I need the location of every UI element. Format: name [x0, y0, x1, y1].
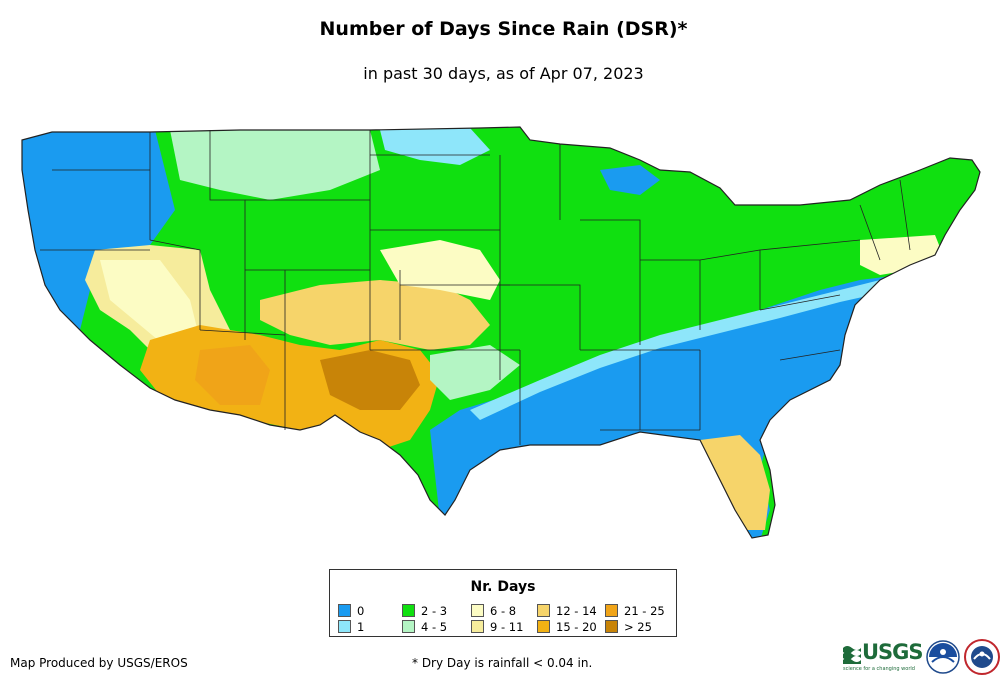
usgs-tagline: science for a changing world: [843, 666, 915, 672]
region-plains-dry: [260, 280, 490, 350]
legend-item-8: 21 - 25: [605, 604, 665, 618]
legend-swatch: [537, 604, 550, 617]
legend-label: 12 - 14: [556, 604, 597, 618]
noaa-logo-icon: [926, 640, 960, 674]
usgs-wave-icon: [843, 646, 861, 664]
legend-label: 2 - 3: [421, 604, 448, 618]
us-outline: [21, 126, 981, 539]
legend-swatch: [537, 620, 550, 633]
region-dakota-light: [380, 128, 490, 165]
legend-item-5: 9 - 11: [471, 620, 523, 634]
map-title: Number of Days Since Rain (DSR)*: [319, 18, 688, 40]
region-great-lakes-water: [600, 165, 660, 195]
legend-item-9: > 25: [605, 620, 652, 634]
region-nevada: [100, 260, 200, 350]
agency-logos: USGS science for a changing world: [842, 638, 1002, 682]
usgs-logo-text: USGS: [862, 640, 924, 664]
region-montana-light: [170, 130, 380, 200]
legend-label: 4 - 5: [421, 620, 448, 634]
region-se-band: [470, 280, 885, 420]
legend-swatch: [402, 604, 415, 617]
us-dsr-map: [21, 126, 981, 539]
legend-swatch: [605, 604, 618, 617]
legend-item-4: 6 - 8: [471, 604, 516, 618]
legend-item-6: 12 - 14: [537, 604, 597, 618]
legend-label: > 25: [624, 620, 652, 634]
legend-item-1: 1: [338, 620, 364, 634]
legend: Nr. Days 0 1 2 - 3 4 - 5 6 - 8 9 - 11 12…: [329, 569, 677, 637]
legend-title: Nr. Days: [470, 579, 536, 595]
legend-label: 21 - 25: [624, 604, 665, 618]
legend-swatch: [471, 604, 484, 617]
legend-item-3: 4 - 5: [402, 620, 447, 634]
legend-swatch: [402, 620, 415, 633]
state-borders: [40, 130, 911, 445]
dry-day-note: * Dry Day is rainfall < 0.04 in.: [412, 656, 593, 670]
region-arizona: [195, 345, 270, 405]
credit-text: Map Produced by USGS/EROS: [10, 656, 188, 670]
legend-swatch: [605, 620, 618, 633]
legend-label: 6 - 8: [490, 604, 517, 618]
legend-item-2: 2 - 3: [402, 604, 447, 618]
region-southwest-core: [320, 350, 420, 410]
legend-swatch: [471, 620, 484, 633]
legend-label: 9 - 11: [490, 620, 524, 634]
legend-swatch: [338, 604, 351, 617]
legend-label: 1: [357, 620, 365, 634]
region-ok-transition: [430, 345, 520, 400]
map-subtitle: in past 30 days, as of Apr 07, 2023: [363, 64, 644, 83]
region-florida: [700, 435, 770, 530]
legend-label: 0: [357, 604, 365, 618]
legend-item-0: 0: [338, 604, 364, 618]
legend-item-7: 15 - 20: [537, 620, 597, 634]
legend-label: 15 - 20: [556, 620, 597, 634]
nws-logo-icon: [964, 639, 1000, 675]
legend-swatch: [338, 620, 351, 633]
